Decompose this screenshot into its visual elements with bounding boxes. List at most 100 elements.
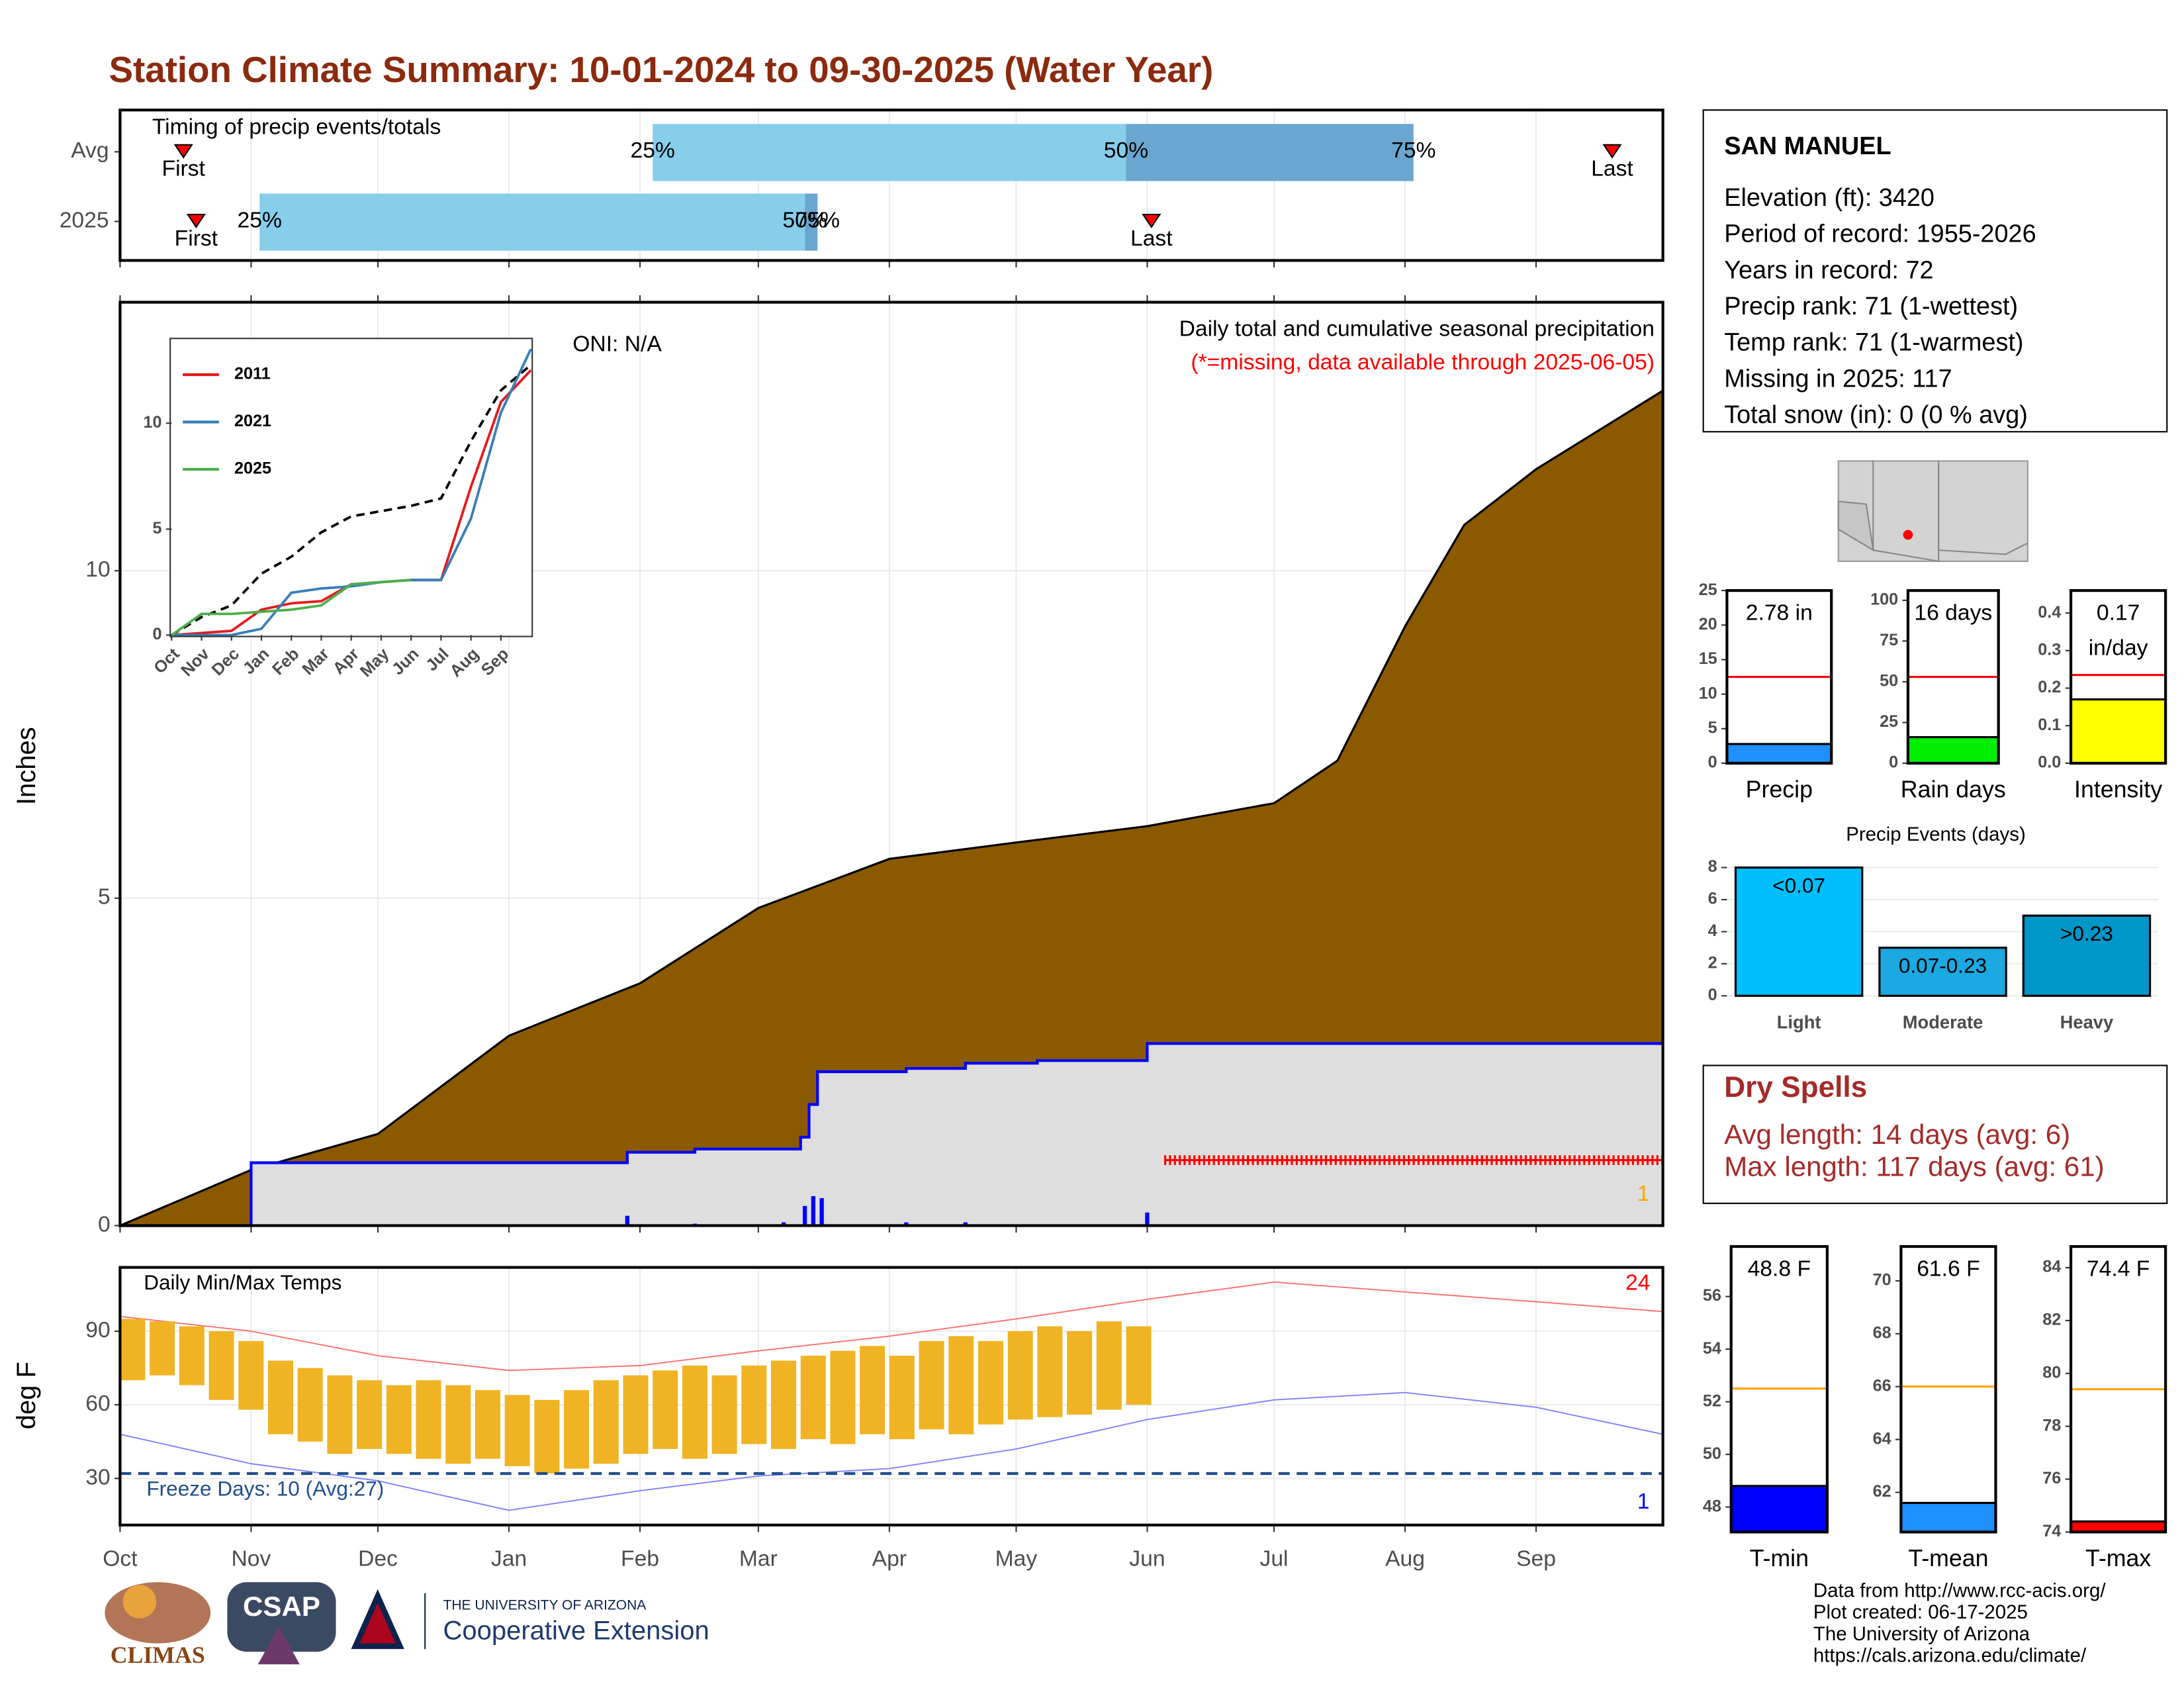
y-tick-label: 68 [1873,1324,1891,1342]
temp-range-bar [445,1385,471,1464]
temp-range-bar [860,1346,886,1434]
y-tick-label: 25 [1880,712,1898,731]
y-tick-label: 30 [85,1465,110,1489]
y-tick-label: 0.0 [2038,753,2061,772]
temp-range-bar [120,1319,146,1381]
temp-range-bar [475,1389,500,1459]
y-tick-label: 5 [153,519,162,538]
x-tick-label: Sep [1516,1546,1556,1571]
temp-range-bar [327,1375,353,1454]
quartile-label: 25% [630,138,674,163]
y-tick-label: 15 [1699,649,1717,668]
x-tick-label: Mar [739,1546,778,1571]
temp-range-bar [357,1380,383,1449]
quartile-label: 50% [782,208,827,232]
panel-frame [118,301,1664,1227]
station-box [1702,109,2168,433]
temp-range-bar [919,1340,944,1430]
temp-range-bar [948,1336,974,1434]
dry-spell-info: Max length: 117 days (avg: 61) [1724,1150,2104,1182]
quartile-label: 75% [796,208,840,232]
temp-range-bar [978,1340,1003,1425]
temp-range-bar [534,1399,560,1474]
dry-spells-title: Dry Spells [1724,1071,1867,1103]
cumulative-2025-area [120,1043,1663,1226]
temp-range-bar [208,1331,234,1400]
climas-sun [122,1585,157,1618]
value-bar [1907,736,2000,765]
temp-range-bar [150,1321,175,1376]
series-line [171,348,532,637]
annotation: 24 [1625,1271,1650,1295]
y-tick-label: 66 [1873,1376,1891,1395]
y-tick-label: 0.2 [2038,678,2061,696]
y-tick-label: 10 [85,557,110,582]
station-name: SAN MANUEL [1724,132,1891,160]
daily-bar [1145,1212,1150,1226]
gauge-label: T-mean [1908,1545,1988,1571]
x-tick-label: Nov [231,1546,271,1571]
y-tick-label: 50 [1880,672,1898,690]
temp-range-bar [682,1365,707,1459]
y-tick-label: 62 [1873,1482,1891,1501]
panel-frame [2069,588,2167,765]
map-border [1938,461,2028,555]
bar [1878,947,2007,997]
corner-annotation: 1 [1637,1182,1650,1206]
bar-value-label: <0.07 [1772,873,1825,897]
chart-title: Precip Events (days) [1846,823,2026,845]
daily-bar [782,1222,786,1226]
y-tick-label: 56 [1703,1286,1721,1305]
event-label: Last [1591,157,1633,181]
y-tick-label: 75 [1880,631,1898,649]
temp-range-bar [593,1380,619,1464]
bar-value-label: >0.23 [2060,921,2113,945]
temp-range-bar [416,1380,441,1459]
panel-frame [1906,588,2000,765]
y-tick-label: 54 [1703,1339,1721,1358]
y-tick-label: 6 [1708,890,1717,908]
value-bar [1725,743,1833,765]
value-bar [2070,698,2167,765]
panel-title: Daily Min/Max Temps [144,1270,341,1294]
y-tick-label: 0 [1889,753,1898,772]
quartile-bar [1126,124,1414,181]
y-tick-label: 10 [1699,684,1717,702]
legend-label: 2021 [234,412,271,430]
temp-range-bar [1037,1326,1063,1417]
quartile-label: 50% [1104,138,1148,163]
footer-line: Data from http://www.rcc-acis.org/ [1813,1580,2106,1602]
daily-bar [811,1196,816,1226]
y-tick-label: 70 [1873,1271,1891,1289]
x-tick-label: Moderate [1903,1012,1983,1033]
gauge-label: T-min [1750,1545,1809,1571]
y-tick-label: 60 [85,1391,110,1416]
panel-frame [118,109,1664,262]
temp-range-bar [1096,1321,1122,1410]
panel-frame [118,1266,1664,1526]
daily-bar [625,1215,630,1226]
station-info: Precip rank: 71 (1-wettest) [1724,293,2018,320]
daily-bar [802,1205,807,1226]
temp-range-bar [238,1340,264,1410]
temp-range-bar [771,1360,797,1449]
y-tick-label: 2 [1708,954,1717,972]
footer-line: https://cals.arizona.edu/climate/ [1813,1644,2087,1666]
y-tick-label: 80 [2042,1363,2061,1382]
daily-bar [904,1222,909,1226]
y-axis-label: deg F [12,1362,41,1429]
x-tick-label: Heavy [2060,1012,2114,1033]
bar-value-label: 0.07-0.23 [1899,953,1987,977]
value-bar [1899,1501,1997,1533]
event-marker [1142,213,1161,228]
temp-range-bar [830,1350,856,1444]
series-line [171,579,412,636]
temp-range-bar [1007,1331,1033,1420]
gauge-label: Rain days [1901,776,2006,803]
event-label: Last [1130,226,1173,251]
location-map [1837,460,2028,563]
chart-title: Daily total and cumulative seasonal prec… [1179,317,1655,342]
event-marker [1602,144,1622,159]
dry-spells-box [1702,1064,2168,1204]
